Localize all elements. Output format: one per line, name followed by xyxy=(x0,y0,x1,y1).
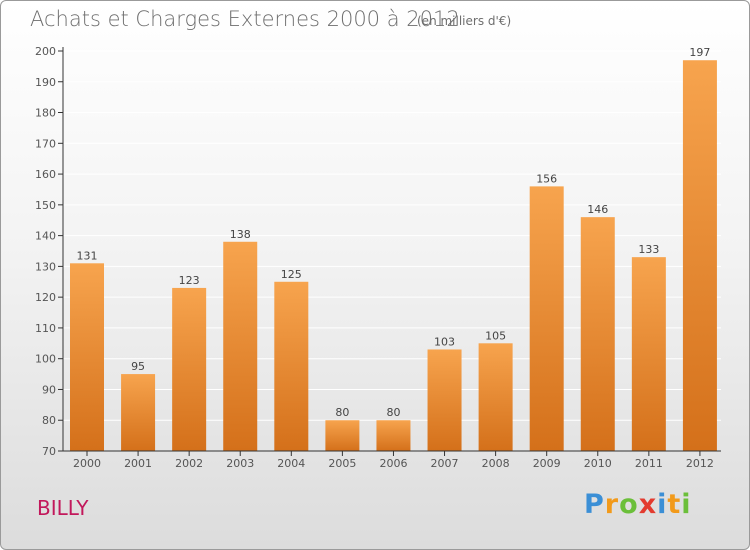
bar-value-label: 131 xyxy=(77,249,98,262)
y-tick-label: 150 xyxy=(35,199,56,212)
bar-value-label: 125 xyxy=(281,268,302,281)
y-tick-label: 130 xyxy=(35,260,56,273)
bar-value-label: 95 xyxy=(131,360,145,373)
bar-value-label: 146 xyxy=(587,203,608,216)
bar-2000 xyxy=(70,263,104,451)
logo-letter: r xyxy=(604,489,620,520)
bar-2007 xyxy=(427,349,462,451)
y-tick-label: 200 xyxy=(35,45,56,58)
bar-2002 xyxy=(172,287,207,451)
bar-2012 xyxy=(682,60,717,451)
bar-value-label: 103 xyxy=(434,335,455,348)
y-tick-label: 160 xyxy=(35,168,56,181)
bar-2004 xyxy=(274,281,309,451)
bar-2006 xyxy=(376,420,411,451)
bar-value-label: 138 xyxy=(230,228,251,241)
bar-2009 xyxy=(529,186,564,451)
bar-value-label: 197 xyxy=(689,46,710,59)
x-tick-label: 2012 xyxy=(686,457,714,470)
bar-value-label: 156 xyxy=(536,172,557,185)
y-tick-label: 190 xyxy=(35,76,56,89)
bar-2003 xyxy=(223,241,258,451)
bar-value-label: 80 xyxy=(386,406,400,419)
y-tick-label: 170 xyxy=(35,137,56,150)
bar-2008 xyxy=(478,343,513,451)
y-tick-label: 80 xyxy=(42,414,56,427)
x-tick-label: 2008 xyxy=(482,457,510,470)
y-tick-label: 110 xyxy=(35,322,56,335)
x-tick-label: 2007 xyxy=(431,457,459,470)
x-tick-label: 2009 xyxy=(533,457,561,470)
x-tick-label: 2003 xyxy=(226,457,254,470)
bar-value-label: 133 xyxy=(638,243,659,256)
commune-name: BILLY xyxy=(37,496,89,520)
x-tick-label: 2000 xyxy=(73,457,101,470)
x-tick-label: 2006 xyxy=(379,457,407,470)
y-tick-label: 120 xyxy=(35,291,56,304)
x-tick-label: 2001 xyxy=(124,457,152,470)
bar-2010 xyxy=(580,217,615,451)
logo-letter: i xyxy=(657,489,668,520)
bar-2001 xyxy=(121,374,156,451)
y-tick-label: 70 xyxy=(42,445,56,458)
logo-letter: o xyxy=(619,489,639,520)
x-tick-label: 2011 xyxy=(635,457,663,470)
logo-letter: P xyxy=(584,489,605,520)
x-tick-label: 2010 xyxy=(584,457,612,470)
bar-2011 xyxy=(631,257,666,451)
chart-title: Achats et Charges Externes 2000 à 2012 xyxy=(30,7,460,31)
y-tick-label: 180 xyxy=(35,107,56,120)
logo-letter: x xyxy=(638,489,658,520)
y-tick-label: 100 xyxy=(35,353,56,366)
bar-2005 xyxy=(325,420,360,451)
bar-value-label: 80 xyxy=(335,406,349,419)
x-tick-label: 2005 xyxy=(328,457,356,470)
x-tick-label: 2002 xyxy=(175,457,203,470)
x-tick-label: 2004 xyxy=(277,457,305,470)
logo-letter: i xyxy=(681,489,692,520)
y-tick-label: 140 xyxy=(35,230,56,243)
chart-subtitle: (en milliers d'€) xyxy=(417,14,512,28)
logo-letter: t xyxy=(667,489,682,520)
y-tick-label: 90 xyxy=(42,383,56,396)
bar-value-label: 105 xyxy=(485,329,506,342)
proxiti-logo: Proxiti xyxy=(584,489,692,520)
bar-value-label: 123 xyxy=(179,274,200,287)
